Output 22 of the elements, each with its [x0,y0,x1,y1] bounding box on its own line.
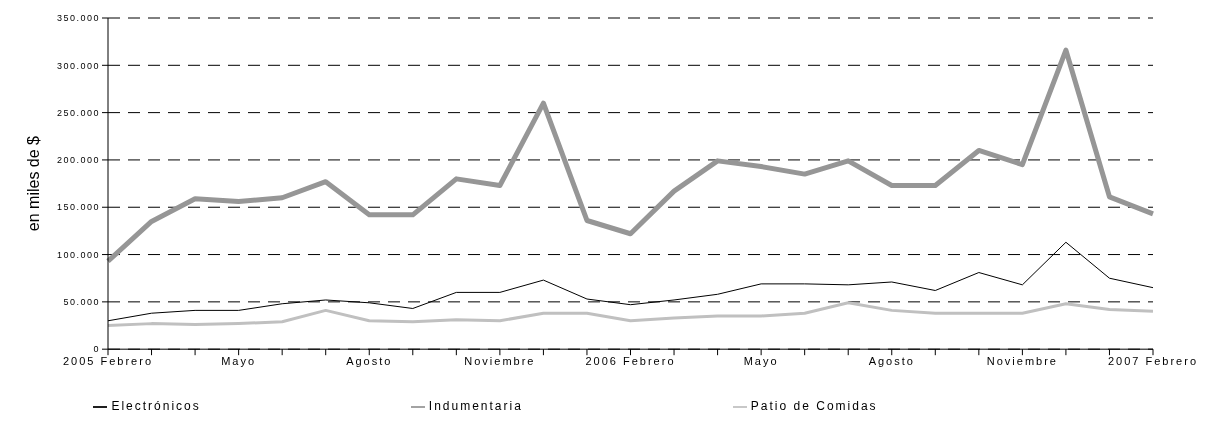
x-tick-label: 2005 Febrero [62,354,154,367]
x-tick-label: Mayo [221,354,257,367]
legend-label: Electrónicos [111,399,201,414]
y-tick-label: 100.000 [56,249,100,260]
x-tick-label: Mayo [743,354,779,367]
y-tick-label: 300.000 [56,60,100,71]
y-axis-title: en miles de $ [24,135,42,232]
y-tick-label: 0 [93,344,100,355]
y-tick-label: 350.000 [56,13,100,24]
x-tick-label: Agosto [868,354,915,367]
x-tick-label: 2006 Febrero [585,354,676,367]
line-series [106,301,1155,328]
y-tick-label: 50.000 [63,297,100,308]
x-tick-label: Noviembre [986,354,1058,367]
legend-label: Indumentaria [428,399,523,414]
x-tick-label: 2007 Febrero [1107,354,1199,367]
y-tick-label: 150.000 [56,202,100,213]
y-tick-label: 250.000 [56,107,100,118]
x-tick-label: Agosto [346,354,393,367]
y-tick-label: 200.000 [56,155,100,166]
legend-label: Patio de Comidas [750,399,878,414]
x-tick-label: Noviembre [464,354,536,367]
